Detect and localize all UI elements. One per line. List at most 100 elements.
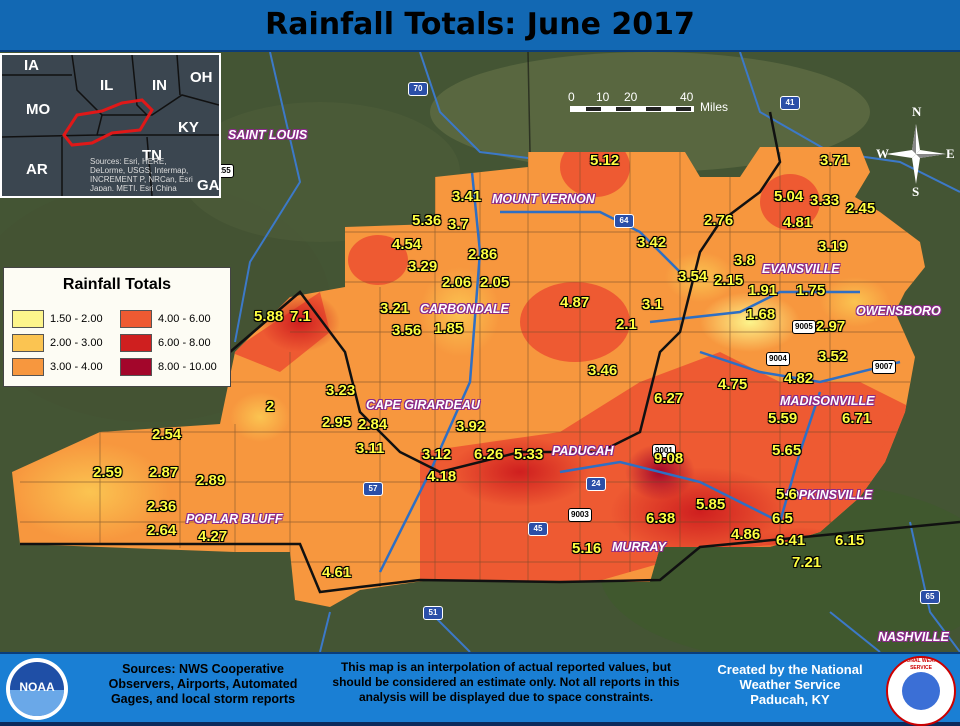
city-label: MADISONVILLE	[780, 394, 875, 408]
rainfall-value: 5.85	[696, 496, 726, 513]
nws-logo: NATIONAL WEATHER SERVICE	[886, 656, 956, 726]
rainfall-value: 1.68	[746, 306, 776, 323]
compass-e: E	[946, 146, 955, 161]
rainfall-value: 3.8	[734, 252, 755, 269]
legend-range: 3.00 - 4.00	[50, 361, 103, 373]
rainfall-value: 3.12	[422, 446, 452, 463]
scale-bar: 0 10 20 40 Miles	[568, 90, 748, 114]
scale-tick-10: 10	[596, 90, 610, 104]
rainfall-value: 5.6	[776, 486, 797, 503]
rainfall-value: 5.88	[254, 308, 284, 325]
rainfall-value: 6.15	[835, 532, 865, 549]
highway-shield-icon: 57	[363, 482, 383, 496]
noaa-logo-text: NOAA	[19, 680, 55, 694]
highway-shield-icon: 51	[423, 606, 443, 620]
rainfall-value: 7.21	[792, 554, 822, 571]
city-label: CARBONDALE	[420, 302, 509, 316]
rainfall-value: 3.19	[818, 238, 848, 255]
highway-shield-icon: 9004	[766, 352, 790, 366]
rainfall-value: 2.76	[704, 212, 734, 229]
inset-attribution: Sources: Esri, HERE, DeLorme, USGS, Inte…	[90, 157, 193, 191]
highway-shield-icon: 41	[780, 96, 800, 110]
rainfall-value: 6.26	[474, 446, 504, 463]
city-label: SAINT LOUIS	[228, 128, 308, 142]
rainfall-value: 6.71	[842, 410, 872, 427]
title-bar: Rainfall Totals: June 2017	[0, 0, 960, 52]
rainfall-value: 3.21	[380, 300, 410, 317]
city-label: CAPE GIRARDEAU	[366, 398, 480, 412]
rainfall-value: 2.54	[152, 426, 182, 443]
rainfall-value: 9.08	[654, 450, 684, 467]
legend-swatch	[120, 358, 152, 376]
rainfall-value: 3.23	[326, 382, 356, 399]
inset-state-ky: KY	[178, 119, 199, 136]
rainfall-value: 6.38	[646, 510, 676, 527]
rainfall-value: 3.54	[678, 268, 708, 285]
rainfall-value: 6.27	[654, 390, 684, 407]
rainfall-value: 2.59	[93, 464, 123, 481]
inset-state-il: IL	[100, 77, 114, 94]
rainfall-value: 4.82	[784, 370, 814, 387]
legend-item-5: 6.00 - 8.00	[120, 334, 211, 352]
highway-shield-icon: 45	[528, 522, 548, 536]
rainfall-value: 2.05	[480, 274, 510, 291]
footer-sources: Sources: NWS Cooperative Observers, Airp…	[108, 662, 298, 706]
rainfall-value: 1.91	[748, 282, 778, 299]
scale-unit: Miles	[700, 100, 729, 114]
rainfall-value: 5.33	[514, 446, 544, 463]
rainfall-value: 3.11	[356, 440, 385, 457]
legend-range: 4.00 - 6.00	[158, 313, 211, 325]
rainfall-value: 4.75	[718, 376, 748, 393]
inset-state-ga: GA	[197, 177, 220, 194]
rainfall-value: 6.41	[776, 532, 806, 549]
legend-swatch	[12, 310, 44, 328]
rainfall-value: 2.06	[442, 274, 472, 291]
rainfall-value: 1.85	[434, 320, 464, 337]
rainfall-value: 4.87	[560, 294, 590, 311]
footer: NOAA Sources: NWS Cooperative Observers,…	[0, 652, 960, 726]
rainfall-value: 3.46	[588, 362, 618, 379]
rainfall-value: 2.36	[147, 498, 177, 515]
rainfall-value: 4.54	[392, 236, 422, 253]
rainfall-value: 2.95	[322, 414, 352, 431]
rainfall-value: 3.29	[408, 258, 438, 275]
rainfall-value: 4.61	[322, 564, 352, 581]
inset-state-in: IN	[152, 77, 167, 94]
footer-credit: Created by the National Weather Service …	[717, 662, 863, 707]
highway-shield-icon: 9001	[652, 444, 676, 458]
city-label: MURRAY	[612, 540, 666, 554]
rainfall-value: 4.27	[198, 528, 228, 545]
legend-swatch	[120, 334, 152, 352]
rainfall-value: 3.56	[392, 322, 422, 339]
rainfall-value: 2.64	[147, 522, 177, 539]
city-label: MOUNT VERNON	[492, 192, 595, 206]
rainfall-value: 5.59	[768, 410, 798, 427]
legend: Rainfall Totals 1.50 - 2.00 2.00 - 3.00 …	[3, 267, 231, 387]
city-label: HOPKINSVILLE	[780, 488, 873, 502]
legend-item-1: 1.50 - 2.00	[12, 310, 103, 328]
city-label: OWENSBORO	[856, 304, 941, 318]
rainfall-value: 2.1	[616, 316, 637, 333]
rainfall-value: 7.1	[290, 308, 311, 325]
rainfall-value: 5.36	[412, 212, 442, 229]
rainfall-value: 5.12	[590, 152, 620, 169]
inset-state-tn: TN	[142, 147, 162, 164]
map-area[interactable]: 70 64 57 24 41 65 45 51 9003 9004 9005 9001 9007 255 …	[0, 52, 960, 652]
legend-item-6: 8.00 - 10.00	[120, 358, 217, 376]
rainfall-value: 3.41	[452, 188, 482, 205]
legend-title: Rainfall Totals	[62, 276, 172, 293]
city-label: NASHVILLE	[878, 630, 949, 644]
legend-range: 6.00 - 8.00	[158, 337, 211, 349]
nws-logo-text: NATIONAL WEATHER SERVICE	[895, 658, 947, 671]
compass-n: N	[912, 104, 922, 119]
noaa-logo: NOAA	[6, 658, 68, 720]
rainfall-value: 3.92	[456, 418, 486, 435]
inset-state-ar: AR	[26, 161, 48, 178]
rainfall-value: 4.81	[783, 214, 813, 231]
legend-swatch	[12, 358, 44, 376]
legend-range: 1.50 - 2.00	[50, 313, 103, 325]
highway-shield-icon: 9003	[568, 508, 592, 522]
scale-tick-0: 0	[568, 90, 575, 104]
legend-swatch	[120, 310, 152, 328]
rainfall-value: 2.15	[714, 272, 744, 289]
